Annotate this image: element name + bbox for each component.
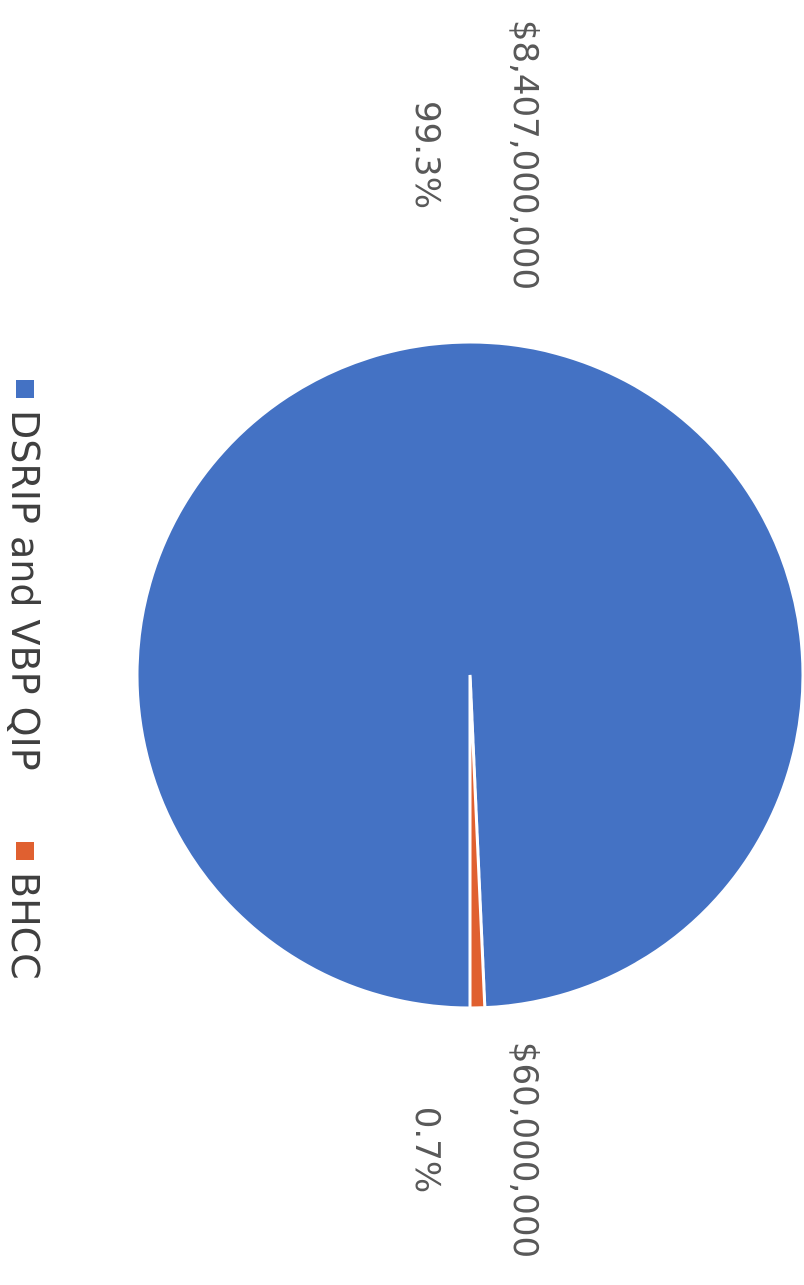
pie-slice-bhcc [468, 674, 487, 1010]
legend-label-dsrip: DSRIP and VBP QIP [3, 410, 47, 771]
value-label-dsrip: $8,407,000,000 [505, 20, 545, 290]
percent-label-dsrip: 99.3% [407, 101, 447, 209]
value-label-bhcc: $60,000,000 [505, 1042, 545, 1258]
legend-swatch-bhcc [16, 842, 34, 860]
legend-label-bhcc: BHCC [3, 872, 47, 980]
percent-label-bhcc: 0.7% [407, 1107, 447, 1193]
legend: DSRIP and VBP QIP BHCC [3, 380, 47, 980]
pie [135, 340, 804, 1010]
legend-swatch-dsrip [16, 380, 34, 398]
